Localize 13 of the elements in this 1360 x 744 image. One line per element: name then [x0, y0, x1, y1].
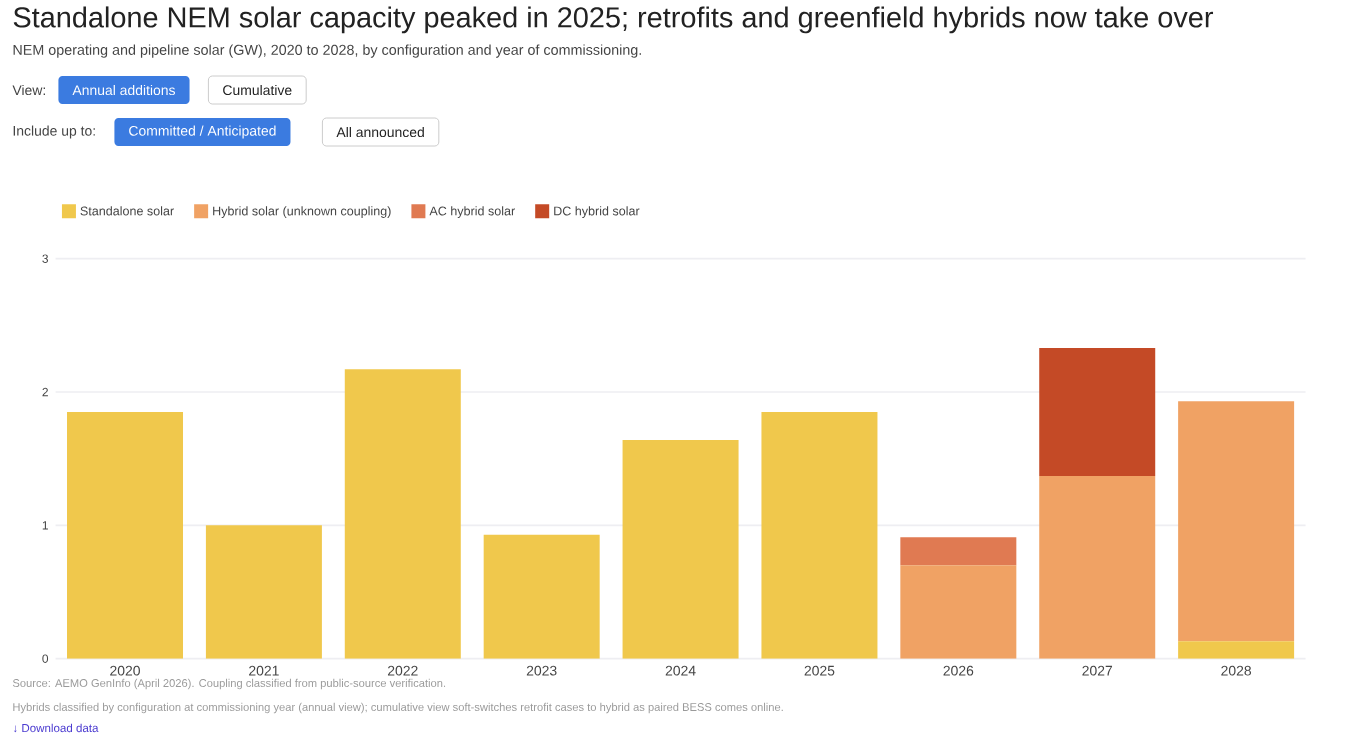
chart-title: Standalone NEM solar capacity peaked in 2025; retrofits and greenfield hybrids now take over	[13, 6, 1214, 34]
bar	[1039, 476, 1156, 659]
bar	[900, 565, 1017, 659]
bar	[205, 525, 322, 659]
bar	[344, 369, 461, 659]
bar	[1178, 641, 1295, 659]
bar	[67, 412, 184, 659]
bar	[1178, 401, 1295, 642]
bar	[900, 537, 1017, 566]
bar	[483, 534, 600, 659]
bar	[622, 440, 739, 659]
bar	[761, 412, 878, 659]
bar	[1039, 348, 1156, 476]
